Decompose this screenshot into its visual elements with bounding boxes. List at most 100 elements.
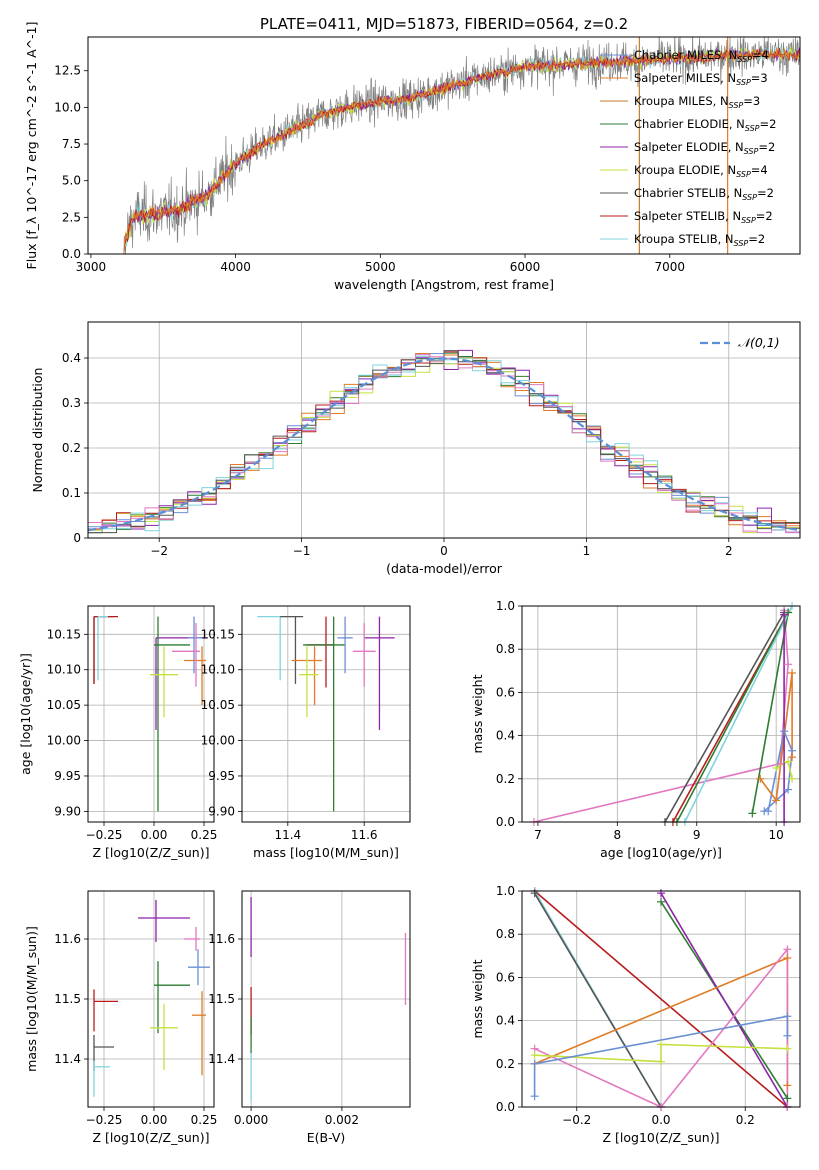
figure-title: PLATE=0411, MJD=51873, FIBERID=0564, z=0… <box>260 15 628 33</box>
residual_histogram-plot-area <box>88 322 800 538</box>
age_vs_mass-plot-area <box>242 606 410 822</box>
mass_weight_vs_age-ylabel: mass weight <box>470 674 485 753</box>
age_vs_Z-ytick-label: 9.95 <box>54 769 81 783</box>
spectrum-line <box>121 47 800 254</box>
spectrum-xtick-label: 4000 <box>220 260 251 274</box>
mass_weight_vs_age-xtick-label: 9 <box>693 828 701 842</box>
spectrum-xtick-label: 6000 <box>510 260 541 274</box>
spectrum-ylabel: Flux [f_λ 10^-17 erg cm^-2 s^-1 A^-1] <box>24 22 39 270</box>
age_vs_mass-ytick-label: 10.00 <box>201 734 235 748</box>
residual_histogram-frame <box>87 321 801 539</box>
spectrum-ytick-label: 12.5 <box>54 64 81 78</box>
spectrum-ytick-label: 2.5 <box>62 210 81 224</box>
mass_weight_vs_age-ytick-label: 0.6 <box>496 685 515 699</box>
mass_vs_ebv-xtick-label: 0.002 <box>325 1113 359 1127</box>
mass_vs_Z-xtick-label: 0.25 <box>191 1113 218 1127</box>
mass_weight_vs_Z-xtick-label: 0.0 <box>651 1113 670 1127</box>
mass_vs_ebv-panel: 0.000 0.002 11.4 11.5 11.6 E(B-V) <box>208 890 411 1145</box>
mass_weight_vs_Z-frame <box>521 890 801 1108</box>
mass_weight_vs_age-ytick-label: 1.0 <box>496 599 515 613</box>
mass_weight_vs_Z-ytick-label: 0.6 <box>496 970 515 984</box>
mass_weight_vs_Z-ylabel: mass weight <box>470 959 485 1038</box>
histogram-step <box>88 350 800 534</box>
mass_vs_ebv-xlabel: E(B-V) <box>307 1130 346 1145</box>
mass_weight_vs_Z-xtick-label: −0.2 <box>562 1113 591 1127</box>
age_vs_Z-ytick-label: 10.10 <box>47 663 81 677</box>
spectrum-legend: Chabrier MILES, NSSP=4 Salpeter MILES, NS… <box>600 48 776 248</box>
spectrum-ytick-label: 0.0 <box>62 247 81 261</box>
mass_vs_ebv-ytick-label: 11.6 <box>208 932 235 946</box>
mass_vs_Z-xtick-label: −0.25 <box>86 1113 123 1127</box>
age_vs_Z-ytick-label: 9.90 <box>54 804 81 818</box>
mass_vs_Z-ylabel: mass [log10(M/M_sun)] <box>24 926 39 1072</box>
residual_histogram-ytick-label: 0.2 <box>62 441 81 455</box>
mass_weight_vs_Z-ytick-label: 0.4 <box>496 1014 515 1028</box>
legend-label: 𝒩(0,1) <box>738 335 780 350</box>
histogram-legend: 𝒩(0,1) <box>700 335 780 350</box>
mass_weight_vs_age-frame <box>521 605 801 823</box>
mass_vs_ebv-xtick-label: 0.000 <box>234 1113 268 1127</box>
mass_weight_vs_Z-xlabel: Z [log10(Z/Z_sun)] <box>603 1130 720 1145</box>
mass_weight_vs_age-ytick-label: 0.4 <box>496 729 515 743</box>
mass_vs_Z-plot-area <box>88 891 214 1107</box>
mass_vs_Z-frame <box>87 890 215 1108</box>
mass_weight_vs_Z-ytick-label: 0.2 <box>496 1057 515 1071</box>
age_vs_mass-ytick-label: 9.90 <box>208 804 235 818</box>
series-line <box>533 610 789 822</box>
age_vs_mass-ytick-label: 10.15 <box>201 627 235 641</box>
age_vs_Z-panel: −0.25 0.00 0.25 9.90 9.95 10.00 10.05 10.10 10.1… <box>18 605 218 860</box>
age_vs_Z-xtick-label: 0.25 <box>191 828 218 842</box>
age_vs_Z-ylabel: age [log10(age/yr)] <box>18 653 33 775</box>
age_vs_mass-panel: 11.4 11.6 9.90 9.95 10.00 10.05 10.10 10.15 mass… <box>201 605 411 860</box>
spectrum-panel: 3000 4000 5000 6000 7000 0.0 2.5 5.0 7.5 10.0 12.5… <box>24 22 801 292</box>
age_vs_Z-frame <box>87 605 215 823</box>
age_vs_Z-xlabel: Z [log10(Z/Z_sun)] <box>93 845 210 860</box>
legend-label: Salpeter STELIB, NSSP=2 <box>634 209 773 225</box>
mass_weight_vs_Z-ytick-label: 1.0 <box>496 884 515 898</box>
age_vs_mass-xtick-label: 11.6 <box>351 828 378 842</box>
age_vs_mass-frame <box>241 605 411 823</box>
mass_vs_Z-ytick-label: 11.4 <box>54 1052 81 1066</box>
legend-label: Salpeter MILES, NSSP=3 <box>634 71 768 87</box>
series-line <box>676 612 789 822</box>
mass_weight_vs_age-ytick-label: 0.0 <box>496 815 515 829</box>
spectrum-xtick-label: 5000 <box>365 260 396 274</box>
legend-label: Chabrier ELODIE, NSSP=2 <box>634 117 776 133</box>
age_vs_mass-xlabel: mass [log10(M/M_sun)] <box>253 845 399 860</box>
mass_vs_Z-ytick-label: 11.5 <box>54 992 81 1006</box>
mass_weight_vs_age-ytick-label: 0.2 <box>496 772 515 786</box>
residual_histogram-ytick-label: 0 <box>73 531 81 545</box>
mass_vs_ebv-frame <box>241 890 411 1108</box>
spectrum-ytick-label: 5.0 <box>62 174 81 188</box>
age_vs_Z-ytick-label: 10.15 <box>47 627 81 641</box>
residual_histogram-ytick-label: 0.3 <box>62 396 81 410</box>
legend-label: Kroupa STELIB, NSSP=2 <box>634 232 765 248</box>
age_vs_Z-xtick-label: −0.25 <box>86 828 123 842</box>
series-line <box>534 1043 788 1063</box>
spectrum-ytick-label: 10.0 <box>54 100 81 114</box>
mass_weight_vs_Z-ytick-label: 0.8 <box>496 927 515 941</box>
age_vs_mass-ytick-label: 9.95 <box>208 769 235 783</box>
series-line <box>660 892 789 1107</box>
residual_histogram-ytick-label: 0.4 <box>62 351 81 365</box>
legend-label: Chabrier MILES, NSSP=4 <box>634 48 769 64</box>
mass_weight_vs_Z-plot-area <box>522 891 800 1107</box>
spectrum-xlabel: wavelength [Angstrom, rest frame] <box>334 277 554 292</box>
residual_histogram-xlabel: (data-model)/error <box>386 561 503 576</box>
mass_weight_vs_age-xlabel: age [log10(age/yr)] <box>600 845 722 860</box>
age_vs_mass-ytick-label: 10.05 <box>201 698 235 712</box>
legend-label: Kroupa ELODIE, NSSP=4 <box>634 163 768 179</box>
series-line <box>664 612 785 822</box>
legend-label: Chabrier STELIB, NSSP=2 <box>634 186 774 202</box>
age_vs_mass-xtick-label: 11.4 <box>274 828 301 842</box>
mass_weight_vs_Z-ytick-label: 0.0 <box>496 1100 515 1114</box>
series-line <box>533 1015 789 1097</box>
residual_histogram-xtick-label: −1 <box>293 544 311 558</box>
age_vs_mass-ytick-label: 10.10 <box>201 663 235 677</box>
series-line <box>533 892 662 1107</box>
series-line <box>684 606 793 822</box>
residual_histogram-ytick-label: 0.1 <box>62 486 81 500</box>
residual_histogram-xtick-label: 0 <box>440 544 448 558</box>
residual_histogram-xtick-label: 1 <box>583 544 591 558</box>
mass_weight_vs_age-ytick-label: 0.8 <box>496 642 515 656</box>
